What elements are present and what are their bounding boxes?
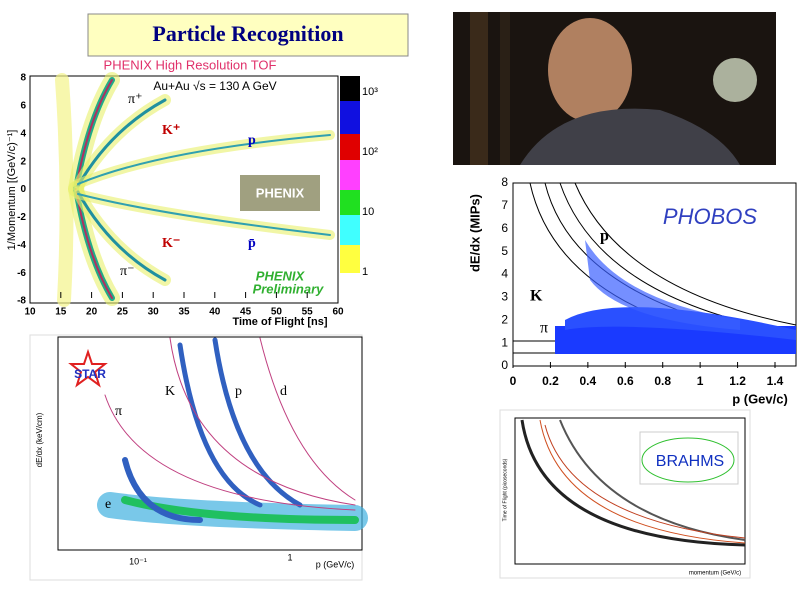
star-x-label: p (GeV/c) bbox=[316, 559, 355, 569]
y-tick-label: 2 bbox=[20, 156, 26, 167]
phenix-note: PHENIX bbox=[256, 268, 306, 283]
photo bbox=[453, 12, 776, 165]
x-tick-label: 35 bbox=[178, 307, 190, 318]
phenix-logo: PHENIX bbox=[256, 185, 305, 200]
x-tick-label: 0 bbox=[510, 374, 517, 388]
y-tick-label: 0 bbox=[20, 184, 26, 195]
y-tick-label: -4 bbox=[17, 240, 26, 251]
x-tick-label: 1.4 bbox=[767, 374, 784, 388]
phenix-title: PHENIX High Resolution TOF bbox=[104, 57, 277, 72]
particle-label: p bbox=[235, 384, 242, 399]
particle-label: p bbox=[248, 133, 256, 148]
particle-label: e bbox=[105, 497, 111, 512]
phenix-logo-box bbox=[240, 175, 320, 211]
x-tick-label: 20 bbox=[86, 307, 98, 318]
colorbar-label: 10³ bbox=[362, 86, 378, 98]
y-tick-label: 1 bbox=[501, 335, 508, 349]
phobos-x-label: p (Gev/c) bbox=[732, 391, 788, 406]
star-x-tick: 10⁻¹ bbox=[129, 556, 147, 566]
y-tick-label: 2 bbox=[501, 312, 508, 326]
particle-label: K⁺ bbox=[162, 123, 180, 138]
star-y-label: dE/dx (keV/cm) bbox=[35, 412, 44, 467]
x-tick-label: 55 bbox=[302, 307, 314, 318]
star-bands bbox=[97, 337, 368, 531]
star-panel: STAR dE/dx (keV/cm) p (GeV/c) 10⁻¹ 1 π K… bbox=[29, 334, 368, 581]
x-tick-label: 60 bbox=[332, 307, 344, 318]
x-tick-label: 10 bbox=[24, 307, 36, 318]
particle-label: d bbox=[280, 384, 287, 399]
particle-label: p̄ bbox=[248, 236, 256, 251]
colorbar bbox=[340, 76, 360, 273]
particle-label: π⁻ bbox=[120, 264, 134, 279]
y-tick-label: 8 bbox=[501, 175, 508, 189]
particle-label: p bbox=[600, 228, 609, 245]
x-tick-label: 1.2 bbox=[729, 374, 746, 388]
y-tick-label: 4 bbox=[501, 267, 508, 281]
x-tick-label: 25 bbox=[117, 307, 129, 318]
y-tick-label: -2 bbox=[17, 212, 26, 223]
phobos-kaon-band bbox=[565, 307, 796, 340]
phobos-proton-band bbox=[585, 240, 740, 330]
x-tick-label: 30 bbox=[148, 307, 160, 318]
x-tick-label: 15 bbox=[55, 307, 67, 318]
x-tick-label: 50 bbox=[271, 307, 283, 318]
title: Particle Recognition bbox=[152, 21, 343, 46]
title-box bbox=[87, 13, 409, 57]
phenix-scatter bbox=[55, 72, 335, 307]
brahms-panel: BRAHMS Time of Flight (picoseconds) mome… bbox=[499, 409, 751, 579]
brahms-logo: BRAHMS bbox=[656, 453, 724, 470]
star-x-tick: 1 bbox=[287, 552, 292, 562]
x-tick-label: 0.2 bbox=[542, 374, 559, 388]
phobos-y-label: dE/dx (MIPs) bbox=[467, 194, 482, 272]
particle-label: π bbox=[115, 404, 122, 419]
x-tick-label: 45 bbox=[240, 307, 252, 318]
y-tick-label: -6 bbox=[17, 268, 26, 279]
phenix-subtitle: Au+Au √s = 130 A GeV bbox=[153, 79, 276, 93]
phobos-panel: dE/dx (MIPs) p (Gev/c) PHOBOS p K π bbox=[467, 182, 797, 406]
colorbar-label: 10² bbox=[362, 146, 378, 158]
brahms-x-label: momentum (GeV/c) bbox=[689, 571, 741, 577]
phenix-panel: PHENIX High Resolution TOF Au+Au √s = 13… bbox=[6, 57, 360, 328]
y-tick-label: 7 bbox=[501, 198, 508, 212]
y-tick-label: -8 bbox=[17, 296, 26, 307]
x-tick-label: 40 bbox=[209, 307, 221, 318]
x-tick-label: 1 bbox=[697, 374, 704, 388]
colorbar-label: 10 bbox=[362, 206, 374, 218]
star-logo: STAR bbox=[74, 367, 106, 381]
y-tick-label: 0 bbox=[501, 358, 508, 372]
particle-label: K⁻ bbox=[162, 236, 180, 251]
x-tick-label: 0.8 bbox=[654, 374, 671, 388]
phenix-x-label: Time of Flight [ns] bbox=[232, 316, 327, 328]
y-tick-label: 8 bbox=[20, 73, 26, 84]
star-star bbox=[68, 348, 108, 388]
brahms-y-label: Time of Flight (picoseconds) bbox=[502, 458, 508, 521]
brahms-curves bbox=[520, 419, 746, 547]
phenix-note: Preliminary bbox=[253, 281, 325, 296]
x-tick-label: 0.4 bbox=[580, 374, 597, 388]
y-tick-label: 4 bbox=[20, 128, 26, 139]
particle-label: K bbox=[165, 384, 175, 399]
y-tick-label: 5 bbox=[501, 244, 508, 258]
x-tick-label: 0.6 bbox=[617, 374, 634, 388]
particle-label: π bbox=[540, 320, 548, 337]
y-tick-label: 3 bbox=[501, 290, 508, 304]
phobos-logo: PHOBOS bbox=[663, 204, 757, 229]
y-tick-label: 6 bbox=[20, 101, 26, 112]
phenix-y-label: 1/Momentum [(GeV/c)⁻¹] bbox=[6, 130, 18, 251]
colorbar-label: 1 bbox=[362, 266, 368, 278]
brahms-ellipse bbox=[641, 437, 735, 483]
particle-label: π⁺ bbox=[128, 92, 142, 107]
y-tick-label: 6 bbox=[501, 221, 508, 235]
particle-label: K bbox=[530, 288, 543, 305]
